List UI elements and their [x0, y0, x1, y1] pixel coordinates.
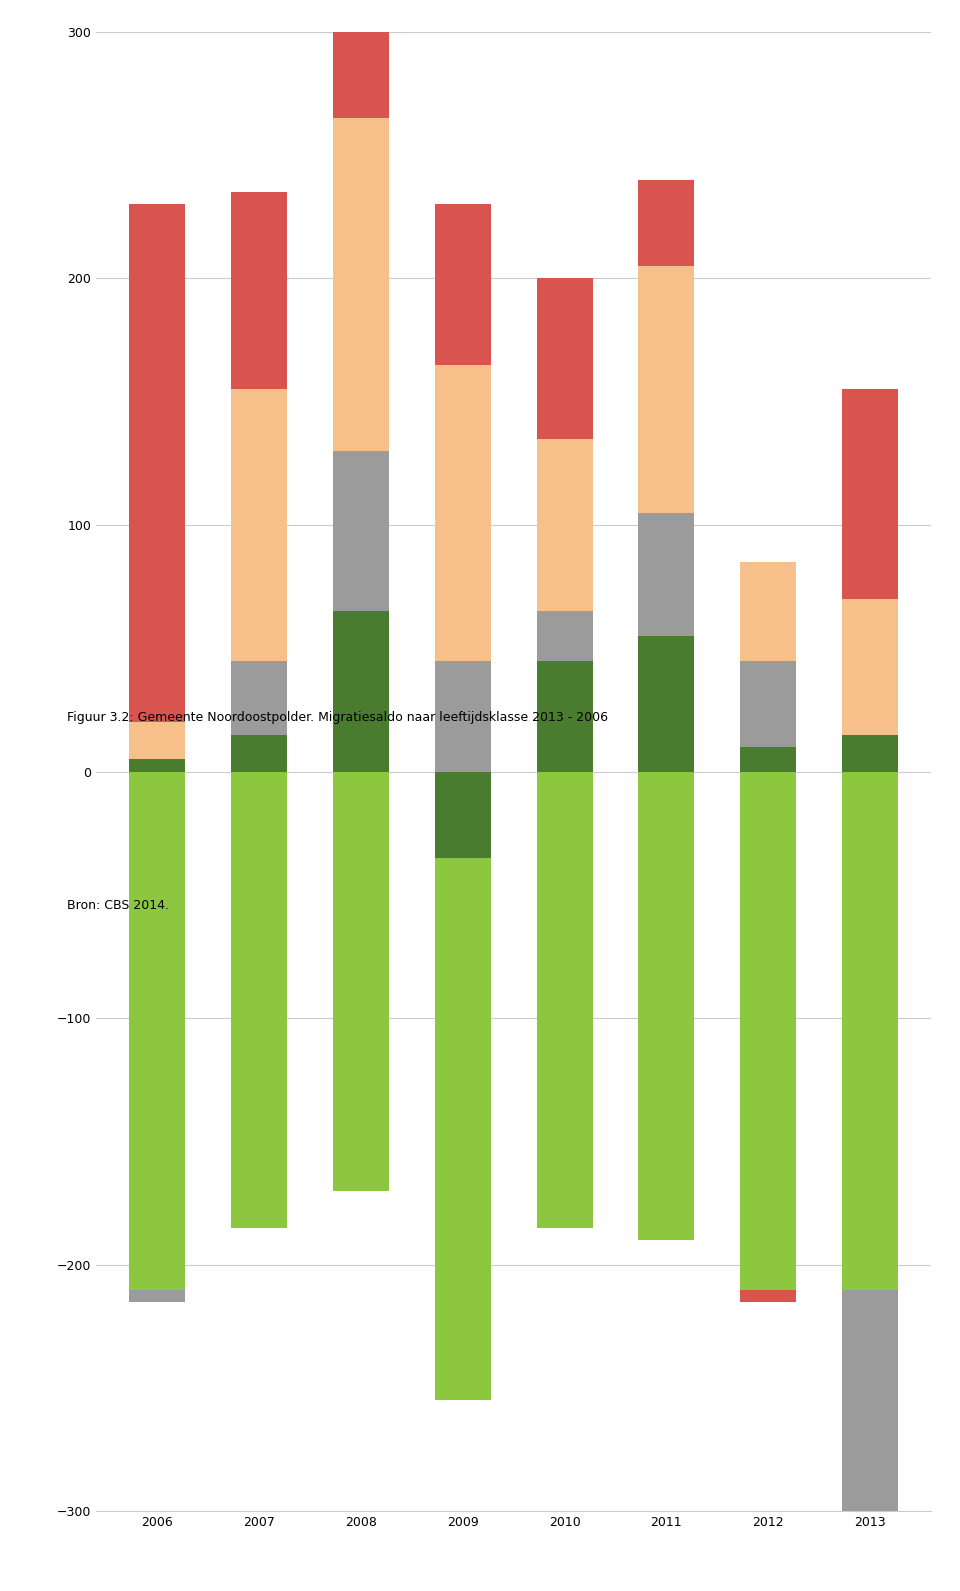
- Bar: [435, 772, 491, 858]
- Bar: [842, 735, 899, 772]
- Bar: [231, 660, 287, 735]
- Bar: [537, 278, 592, 439]
- Bar: [842, 598, 899, 735]
- Bar: [842, 390, 899, 598]
- Bar: [740, 772, 796, 1289]
- Text: Figuur 3.2: Gemeente Noordoostpolder. Migratiesaldo naar leeftijdsklasse 2013 - : Figuur 3.2: Gemeente Noordoostpolder. Mi…: [67, 711, 609, 724]
- Bar: [638, 512, 694, 636]
- Bar: [842, 1289, 899, 1591]
- Bar: [333, 0, 389, 118]
- Bar: [333, 118, 389, 450]
- Bar: [231, 772, 287, 1228]
- Bar: [537, 439, 592, 611]
- Bar: [129, 772, 185, 1289]
- Bar: [842, 772, 899, 1289]
- Bar: [740, 1289, 796, 1301]
- Bar: [537, 611, 592, 660]
- Bar: [333, 611, 389, 772]
- Bar: [333, 450, 389, 611]
- Bar: [435, 204, 491, 364]
- Bar: [129, 1289, 185, 1301]
- Bar: [740, 746, 796, 772]
- Bar: [333, 772, 389, 1190]
- Bar: [129, 759, 185, 772]
- Bar: [537, 660, 592, 772]
- Bar: [435, 858, 491, 1400]
- Bar: [638, 180, 694, 266]
- Bar: [740, 660, 796, 746]
- Bar: [129, 722, 185, 759]
- Bar: [537, 772, 592, 1228]
- Bar: [231, 735, 287, 772]
- Bar: [740, 562, 796, 660]
- Bar: [231, 193, 287, 390]
- Bar: [638, 772, 694, 1241]
- Bar: [638, 266, 694, 512]
- Bar: [129, 204, 185, 722]
- Text: Bron: CBS 2014.: Bron: CBS 2014.: [67, 899, 169, 912]
- Bar: [435, 364, 491, 660]
- Bar: [638, 636, 694, 772]
- Bar: [231, 390, 287, 660]
- Bar: [435, 660, 491, 772]
